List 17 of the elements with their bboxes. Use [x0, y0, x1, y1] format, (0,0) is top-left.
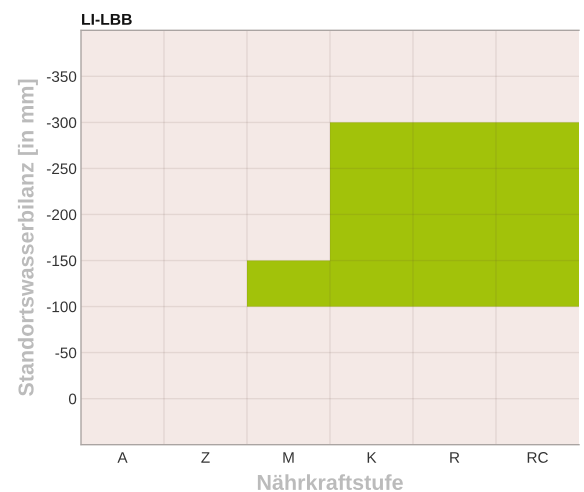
y-axis-title: Standortswasserbilanz [in mm]	[18, 80, 38, 396]
y-tick-label: 0	[68, 394, 76, 404]
x-tick-label: Z	[201, 452, 210, 463]
x-tick-label: R	[450, 452, 460, 463]
y-tick-label: -150	[46, 255, 76, 266]
x-axis-title: Nährkraftstufe	[258, 474, 403, 490]
y-tick-label: -350	[46, 71, 76, 82]
x-tick-label: A	[117, 452, 128, 463]
x-tick-label: K	[368, 452, 376, 463]
y-tick-label: -200	[46, 209, 76, 220]
chart-title: LI-LBB	[82, 14, 132, 25]
y-tick-label: -100	[46, 301, 76, 312]
x-tick-label: RC	[528, 452, 548, 463]
x-tick-label: M	[283, 452, 294, 463]
y-tick-label: -300	[46, 117, 76, 128]
y-tick-label: -250	[46, 163, 76, 174]
y-tick-label: -50	[55, 347, 76, 358]
